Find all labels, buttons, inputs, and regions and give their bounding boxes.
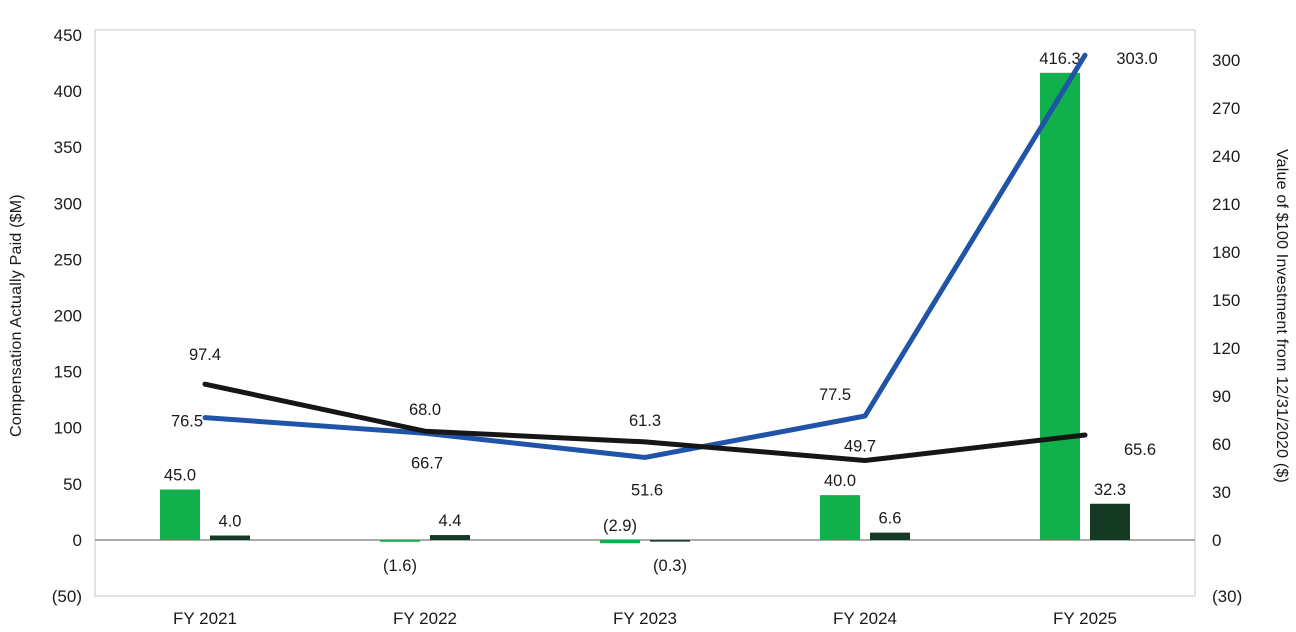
x-axis-label: FY 2022 — [393, 609, 457, 628]
light-green-bars-label: 40.0 — [824, 472, 856, 490]
left-axis-tick-label: 150 — [54, 363, 82, 382]
blue-line-label: 76.5 — [171, 413, 203, 431]
light-green-bars-label: (1.6) — [383, 557, 417, 575]
right-axis-tick-label: 300 — [1212, 51, 1240, 70]
left-axis-tick-label: 50 — [63, 475, 82, 494]
blue-line-label: 77.5 — [819, 386, 851, 404]
right-axis-tick-label: 60 — [1212, 435, 1231, 454]
light-green-bars — [820, 495, 860, 540]
dark-green-bars-label: 6.6 — [879, 510, 902, 528]
right-axis-tick-label: 120 — [1212, 339, 1240, 358]
light-green-bars — [160, 489, 200, 540]
left-axis-tick-label: 450 — [54, 26, 82, 45]
dark-green-bars — [650, 540, 690, 542]
x-axis-label: FY 2021 — [173, 609, 237, 628]
right-axis-tick-label: 180 — [1212, 243, 1240, 262]
black-line — [202, 381, 1088, 463]
right-axis-tick-label: 270 — [1212, 99, 1240, 118]
blue-line-label: 51.6 — [631, 481, 663, 499]
left-axis-tick-label: 350 — [54, 138, 82, 157]
dark-green-bars-label: 4.0 — [219, 513, 242, 531]
left-axis-tick-label: 250 — [54, 250, 82, 269]
light-green-bars — [1040, 72, 1080, 541]
left-axis-tick-label: 200 — [54, 307, 82, 326]
x-axis-label: FY 2023 — [613, 609, 677, 628]
x-axis-label: FY 2024 — [833, 609, 897, 628]
right-axis-tick-label: 90 — [1212, 387, 1231, 406]
dark-green-bars-label: 32.3 — [1094, 481, 1126, 499]
blue-line-label: 303.0 — [1116, 50, 1157, 68]
blue-line — [202, 52, 1088, 460]
dark-green-bars — [210, 535, 250, 540]
left-axis-tick-label: (50) — [52, 587, 82, 606]
black-line-label: 97.4 — [189, 346, 221, 364]
dark-green-bars-label: 4.4 — [439, 512, 462, 530]
right-axis-tick-label: 150 — [1212, 291, 1240, 310]
light-green-bars — [600, 540, 640, 544]
dark-green-bars — [1090, 503, 1130, 540]
dark-green-bars-label: (0.3) — [653, 557, 687, 575]
right-axis-title: Value of $100 Investment from 12/31/2020… — [1273, 148, 1290, 484]
left-axis-tick-label: 300 — [54, 194, 82, 213]
black-line-label: 65.6 — [1124, 441, 1156, 459]
left-axis-title: Compensation Actually Paid ($M) — [8, 194, 25, 438]
light-green-bars — [380, 540, 420, 542]
left-axis-tick-label: 0 — [73, 531, 82, 550]
black-line-label: 68.0 — [409, 401, 441, 419]
blue-line-label: 66.7 — [411, 454, 443, 472]
dark-green-bars — [430, 535, 470, 540]
left-axis-tick-label: 100 — [54, 419, 82, 438]
black-line-label: 49.7 — [844, 437, 876, 455]
light-green-bars-label: (2.9) — [603, 517, 637, 535]
right-axis-tick-label: 0 — [1212, 531, 1221, 550]
right-axis-tick-label: 30 — [1212, 483, 1231, 502]
right-axis-tick-label: 240 — [1212, 147, 1240, 166]
light-green-bars-label: 45.0 — [164, 467, 196, 485]
light-green-bars-label: 416.3 — [1039, 50, 1080, 68]
dark-green-bars — [870, 532, 910, 540]
x-axis-label: FY 2025 — [1053, 609, 1117, 628]
black-line-label: 61.3 — [629, 412, 661, 430]
right-axis-tick-label: (30) — [1212, 587, 1242, 606]
right-axis-tick-label: 210 — [1212, 195, 1240, 214]
plot-border — [94, 29, 1196, 597]
left-axis-tick-label: 400 — [54, 82, 82, 101]
